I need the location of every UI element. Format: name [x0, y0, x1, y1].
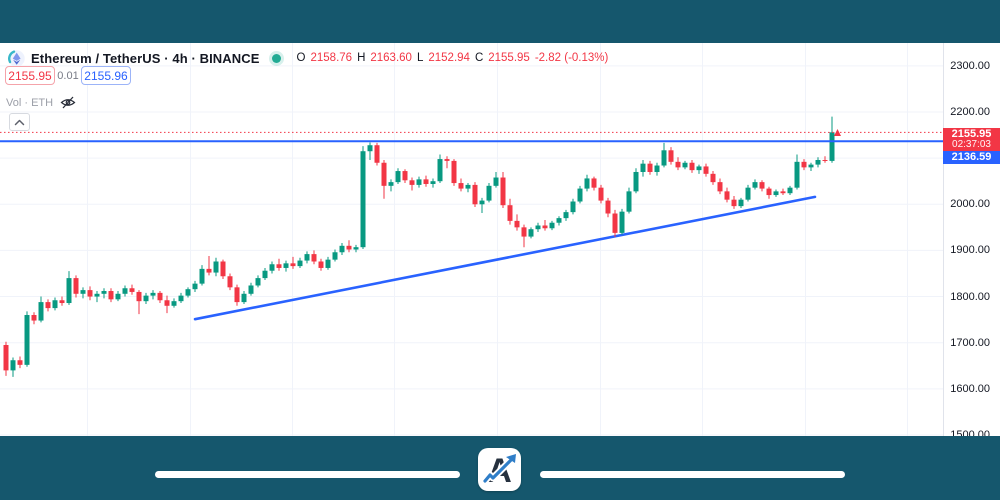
axis-price-label: 2300.00 — [950, 59, 990, 72]
volume-label[interactable]: Vol · ETH — [6, 96, 54, 109]
left-divider-handle — [155, 471, 460, 478]
close-value: 2155.95 — [488, 52, 530, 64]
open-label: O — [296, 52, 306, 64]
chevron-up-icon — [14, 119, 25, 125]
axis-price-label: 2000.00 — [950, 198, 990, 211]
brand-logo: A — [478, 448, 521, 491]
axis-price-label: 1700.00 — [950, 336, 990, 349]
axis-price-label: 2200.00 — [950, 106, 990, 118]
low-label: L — [416, 52, 424, 64]
window-top-frame — [0, 0, 1000, 43]
sell-price-button[interactable]: 2155.95 — [5, 66, 55, 85]
right-divider-handle — [540, 471, 845, 478]
axis-price-label: 1800.00 — [950, 290, 990, 303]
market-status-dot[interactable] — [271, 53, 281, 63]
candles-group — [3, 116, 835, 377]
spread-value: 0.01 — [57, 69, 79, 82]
bar-countdown: 02:37:03 — [952, 139, 991, 150]
last-price-marker — [834, 129, 841, 136]
close-label: C — [474, 52, 484, 64]
buy-price-button[interactable]: 2155.96 — [81, 66, 131, 85]
chart-panel[interactable]: 2300.00 2200.00 2000.00 1900.00 1800.00 1700.… — [0, 43, 1000, 436]
high-value: 2163.60 — [370, 52, 412, 64]
open-value: 2158.76 — [310, 52, 353, 64]
symbol-header: Ethereum / TetherUS · 4h · BINANCE O 2158… — [8, 49, 608, 67]
eye-off-icon[interactable] — [60, 96, 76, 109]
current-price-value: 2155.95 — [951, 128, 992, 140]
high-label: H — [357, 52, 366, 64]
axis-price-label: 1600.00 — [950, 382, 990, 395]
axis-price-label: 1500.00 — [950, 428, 990, 436]
low-value: 2152.94 — [428, 52, 470, 64]
collapse-pane-button[interactable] — [9, 113, 30, 131]
volume-indicator-row: Vol · ETH — [6, 96, 76, 109]
candlestick-chart[interactable] — [0, 43, 1000, 436]
axis-price-label: 1900.00 — [950, 244, 990, 257]
brand-logo-icon: A — [481, 452, 516, 490]
symbol-title[interactable]: Ethereum / TetherUS · 4h · BINANCE — [31, 50, 260, 66]
ethereum-icon — [8, 49, 25, 67]
change-value: -2.82 (-0.13%) — [534, 52, 609, 64]
level-price-tag: 2136.59 — [943, 151, 1000, 164]
current-price-tag: 2155.95 02:37:03 — [943, 128, 1000, 151]
window-bottom-frame: A — [0, 436, 1000, 500]
ohlc-readout: O 2158.76 H 2163.60 L 2152.94 C 2155.95 -2.8… — [297, 52, 609, 64]
buy-sell-widget: 2155.95 0.01 2155.96 — [5, 66, 131, 85]
